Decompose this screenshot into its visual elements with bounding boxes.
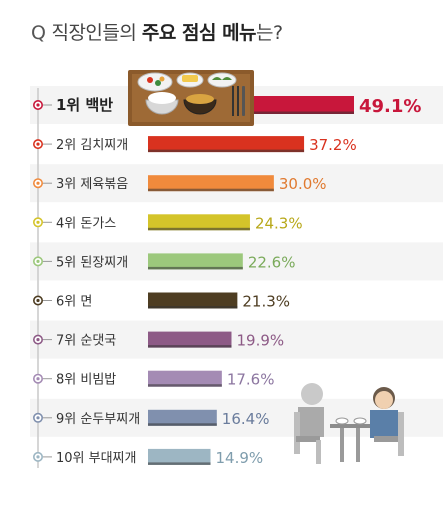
bar xyxy=(148,175,274,192)
timeline-dot-center xyxy=(36,103,40,107)
timeline-dot-center xyxy=(36,377,40,381)
bar-shadow xyxy=(148,306,238,309)
value-label: 14.9% xyxy=(216,449,264,467)
timeline-dot-center xyxy=(36,338,40,342)
value-label: 49.1% xyxy=(359,96,421,117)
bar-shadow xyxy=(148,149,305,153)
bar xyxy=(148,214,250,231)
value-label: 37.2% xyxy=(309,136,357,154)
row-band xyxy=(30,320,443,359)
value-label: 17.6% xyxy=(227,371,275,389)
bar-shadow xyxy=(148,384,222,387)
bar xyxy=(148,331,232,348)
value-label: 30.0% xyxy=(279,175,327,193)
category-label: 9위 순두부찌개 xyxy=(56,412,140,427)
category-label: 1위 백반 xyxy=(56,96,113,114)
timeline-dot-center xyxy=(36,181,40,185)
timeline-dot-center xyxy=(36,455,40,459)
category-label: 4위 돈가스 xyxy=(56,216,116,231)
value-label: 24.3% xyxy=(255,214,303,232)
value-label: 16.4% xyxy=(222,410,270,428)
category-label: 7위 순댓국 xyxy=(56,334,116,349)
bar-shadow xyxy=(148,188,274,192)
title-emphasis: 주요 점심 메뉴 xyxy=(141,22,257,44)
bar xyxy=(148,253,243,270)
bar xyxy=(148,370,222,387)
category-label: 8위 비빔밥 xyxy=(56,373,116,388)
bar xyxy=(148,292,238,309)
meal-tray-illustration xyxy=(128,70,254,126)
chart-title: Q 직장인들의 주요 점심 메뉴는? xyxy=(31,18,283,45)
category-label: 5위 된장찌개 xyxy=(56,255,128,270)
question-mark-q: Q xyxy=(31,22,46,44)
bar-shadow xyxy=(148,423,217,426)
title-prefix: 직장인들의 xyxy=(51,22,137,44)
value-label: 22.6% xyxy=(248,253,296,271)
bar-shadow xyxy=(148,227,250,231)
timeline-dot-center xyxy=(36,259,40,263)
category-label: 6위 면 xyxy=(56,295,92,310)
timeline-dot-center xyxy=(36,416,40,420)
category-label: 10위 부대찌개 xyxy=(56,451,136,466)
people-eating-illustration xyxy=(294,383,404,464)
bar xyxy=(148,409,217,426)
category-label: 2위 김치찌개 xyxy=(56,138,128,153)
timeline-dot-center xyxy=(36,220,40,224)
timeline-dot-center xyxy=(36,142,40,146)
bar-shadow xyxy=(148,266,243,270)
value-label: 21.3% xyxy=(242,293,290,311)
bar xyxy=(148,136,305,153)
bar-shadow xyxy=(148,345,232,348)
bar xyxy=(148,448,211,465)
title-suffix: 는? xyxy=(256,22,283,44)
timeline-dot-center xyxy=(36,298,40,303)
bar-shadow xyxy=(148,462,211,465)
value-label: 19.9% xyxy=(236,332,284,350)
category-label: 3위 제육볶음 xyxy=(56,177,128,192)
